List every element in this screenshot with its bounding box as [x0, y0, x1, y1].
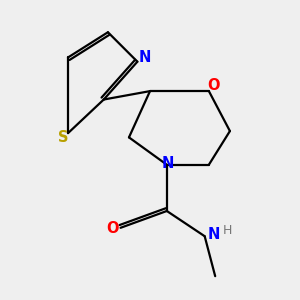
Text: O: O	[107, 221, 119, 236]
Text: S: S	[58, 130, 68, 145]
Text: N: N	[161, 155, 174, 170]
Text: O: O	[207, 78, 219, 93]
Text: N: N	[208, 226, 220, 242]
Text: H: H	[222, 224, 232, 237]
Text: N: N	[139, 50, 151, 65]
